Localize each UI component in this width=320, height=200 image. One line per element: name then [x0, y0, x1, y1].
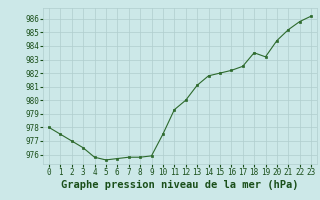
X-axis label: Graphe pression niveau de la mer (hPa): Graphe pression niveau de la mer (hPa): [61, 180, 299, 190]
